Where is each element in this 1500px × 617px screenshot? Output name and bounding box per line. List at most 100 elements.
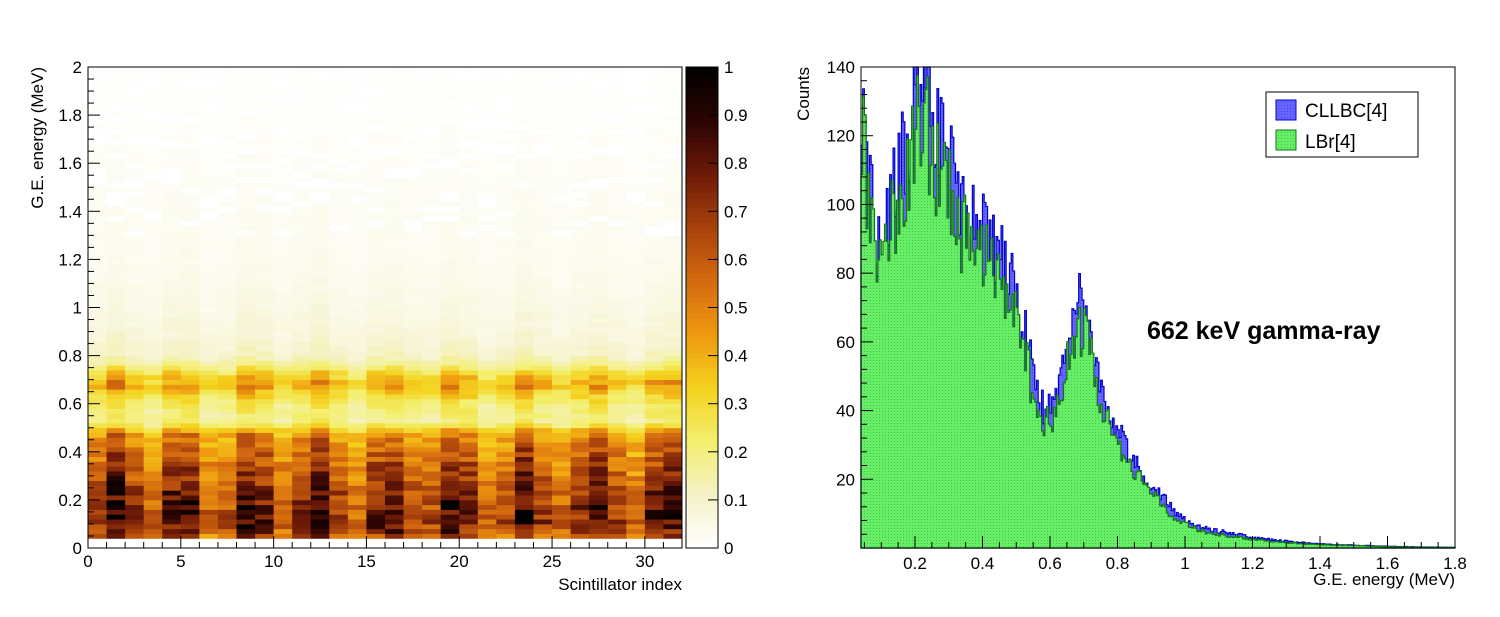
heatmap-cell <box>366 475 386 482</box>
heatmap-cell <box>514 172 534 179</box>
heatmap-cell <box>385 379 404 385</box>
heatmap-cell <box>255 177 275 183</box>
heatmap-cell <box>217 249 237 255</box>
heatmap-cell <box>329 196 349 203</box>
heatmap-cell <box>552 91 572 97</box>
heatmap-cell <box>422 115 442 121</box>
heatmap-cell <box>106 370 126 376</box>
heatmap-cell <box>533 336 553 342</box>
heatmap-cell <box>162 389 182 395</box>
heatmap-cell <box>459 249 479 255</box>
heatmap-cell <box>217 365 237 371</box>
heatmap-cell <box>217 148 237 154</box>
heatmap-cell <box>329 95 349 102</box>
heatmap-cell <box>459 244 479 251</box>
heatmap-cell <box>273 495 293 501</box>
heatmap-cell <box>329 293 349 299</box>
heatmap-cell <box>255 240 275 246</box>
heatmap-cell <box>589 432 609 438</box>
heatmap-cell <box>143 413 163 419</box>
heatmap-cell <box>477 172 497 179</box>
heatmap-cell <box>403 398 423 405</box>
heatmap-cell <box>589 499 609 506</box>
heatmap-cell <box>236 139 256 145</box>
heatmap-cell <box>162 355 182 361</box>
heatmap-cell <box>626 326 646 332</box>
heatmap-cell <box>217 134 237 140</box>
heatmap-cell <box>533 422 553 429</box>
histogram-series <box>860 66 1456 549</box>
heatmap-cell <box>236 408 256 414</box>
heatmap-cell <box>477 177 497 183</box>
heatmap-cell <box>255 163 275 169</box>
heatmap-cell <box>589 220 609 227</box>
heatmap-cell <box>310 172 330 179</box>
heatmap-cell <box>88 129 107 135</box>
heatmap-cell <box>180 523 200 530</box>
heatmap-y-tick-label: 2 <box>73 58 82 77</box>
heatmap-cell <box>273 379 293 385</box>
heatmap-cell <box>477 86 497 92</box>
heatmap-cell <box>310 499 330 506</box>
heatmap-cell <box>403 533 423 539</box>
heatmap-cell <box>125 432 145 438</box>
heatmap-cell <box>366 394 386 400</box>
heatmap-cell <box>440 86 460 92</box>
heatmap-cell <box>106 240 126 246</box>
heatmap-cell <box>607 139 627 145</box>
heatmap-cell <box>607 355 627 361</box>
heatmap-cell <box>589 389 609 395</box>
heatmap-cell <box>570 485 590 491</box>
heatmap-cell <box>180 249 200 255</box>
heatmap-cell <box>292 307 312 313</box>
heatmap-cell <box>403 139 423 145</box>
heatmap-cell <box>607 163 627 169</box>
heatmap-cell <box>217 471 237 477</box>
heatmap-cell <box>533 384 553 390</box>
heatmap-cell <box>589 187 609 193</box>
heatmap-cell <box>440 283 460 289</box>
heatmap-cell <box>403 350 423 356</box>
heatmap-cell <box>385 206 404 212</box>
heatmap-cell <box>162 115 182 121</box>
heatmap-cell <box>310 249 330 255</box>
heatmap-cell <box>589 485 609 491</box>
heatmap-cell <box>88 321 107 328</box>
heatmap-cell <box>143 119 163 126</box>
heatmap-cell <box>626 297 646 304</box>
heatmap-cell <box>440 302 460 308</box>
heatmap-cell <box>88 192 107 198</box>
heatmap-cell <box>385 134 404 140</box>
heatmap-cell <box>162 437 182 443</box>
heatmap-cell <box>422 139 442 145</box>
heatmap-cell <box>217 220 237 227</box>
heatmap-cell <box>477 81 497 87</box>
heatmap-cell <box>88 427 107 433</box>
heatmap-cell <box>459 480 479 486</box>
heatmap-cell <box>347 427 367 433</box>
heatmap-cell <box>347 143 367 150</box>
heatmap-cell <box>217 485 237 491</box>
heatmap-cell <box>366 495 386 501</box>
heatmap-cell <box>199 172 219 179</box>
heatmap-cell <box>329 485 349 491</box>
heatmap-cell <box>663 139 683 145</box>
heatmap-cell <box>644 480 664 486</box>
heatmap-cell <box>514 244 534 251</box>
heatmap-cell <box>626 514 646 520</box>
heatmap-cell <box>125 192 145 198</box>
heatmap-cell <box>255 211 275 217</box>
heatmap-cell <box>162 110 182 116</box>
colorbar-segment <box>686 282 718 288</box>
heatmap-cell <box>422 418 442 424</box>
heatmap-cell <box>273 307 293 313</box>
heatmap-cell <box>162 225 182 231</box>
histogram-x-tick-label: 1.8 <box>1443 554 1467 573</box>
heatmap-cell <box>199 326 219 332</box>
colorbar-segment <box>686 487 718 494</box>
heatmap-cell <box>496 216 516 222</box>
heatmap-cell <box>143 148 163 154</box>
colorbar-segment <box>686 277 718 283</box>
heatmap-cell <box>255 153 275 159</box>
heatmap-cell <box>366 451 386 458</box>
